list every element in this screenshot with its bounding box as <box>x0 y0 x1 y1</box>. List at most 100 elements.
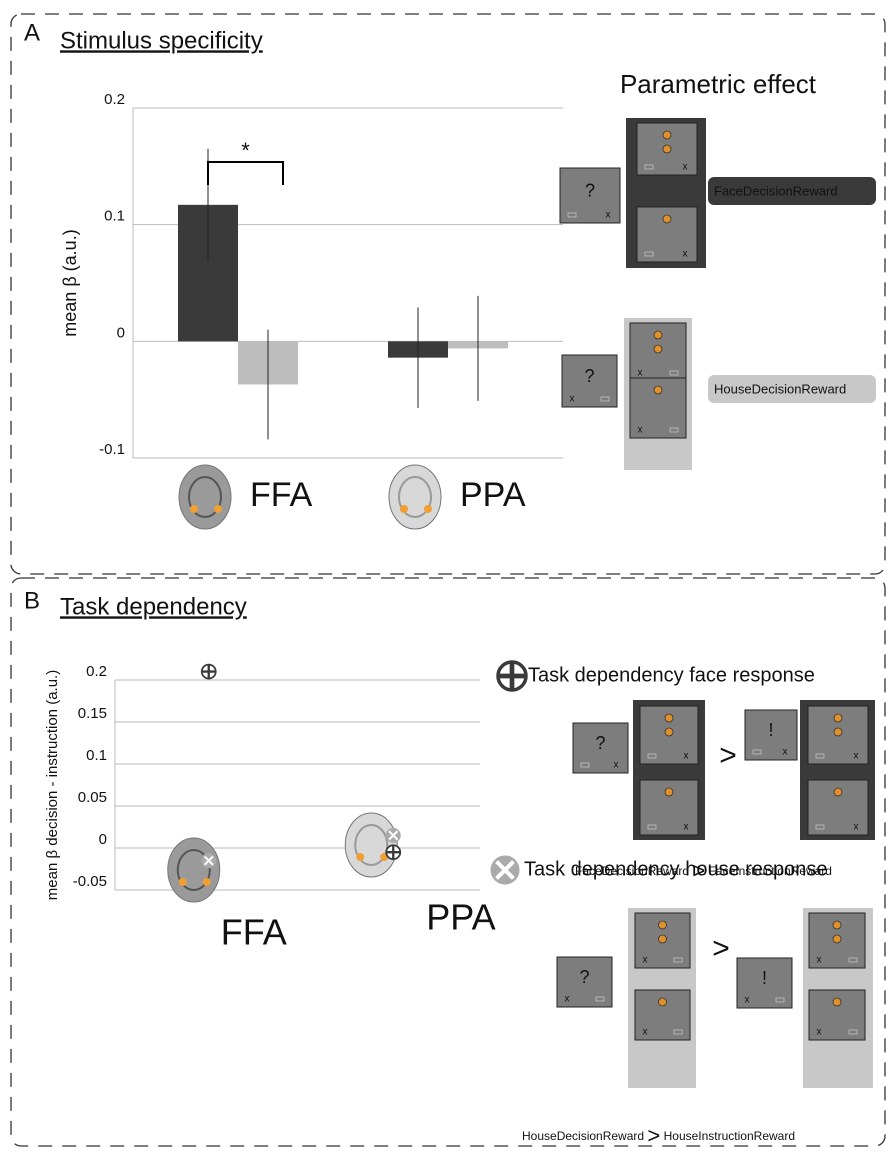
y-tick-label: 0.2 <box>86 663 107 680</box>
response-cross: x <box>745 995 750 1006</box>
panel-letter: A <box>24 19 40 46</box>
screen: !x <box>737 958 792 1008</box>
legend-label: Task dependency face response <box>528 664 815 686</box>
x-tick-label: PPA <box>426 897 495 938</box>
screen-symbol: ! <box>762 968 767 988</box>
y-tick-label: 0 <box>117 324 125 341</box>
subtitle: Parametric effect <box>620 69 817 99</box>
response-cross: x <box>565 994 570 1005</box>
panel-title: Stimulus specificity <box>60 27 263 54</box>
response-cross: x <box>638 425 643 436</box>
roi <box>179 878 187 886</box>
face-stimulus <box>834 714 842 722</box>
screen: ?x <box>560 168 620 223</box>
brain-icon <box>389 465 441 529</box>
roi <box>400 505 408 513</box>
house-marker <box>386 828 400 842</box>
y-tick-label: 0.1 <box>104 208 125 225</box>
screen: x <box>809 990 865 1040</box>
response-cross: x <box>638 368 643 379</box>
significance-bracket <box>208 162 283 185</box>
roi <box>203 878 211 886</box>
legend-label: Task dependency house response <box>524 858 828 880</box>
screen: x <box>630 323 686 381</box>
brain-icon <box>179 465 231 529</box>
screen-symbol: ? <box>585 180 595 200</box>
y-tick-label: 0.05 <box>78 789 107 806</box>
y-tick-label: 0.1 <box>86 747 107 764</box>
response-cross: x <box>570 394 575 405</box>
screen-symbol: ? <box>584 366 594 386</box>
y-tick-label: 0.2 <box>104 91 125 108</box>
response-cross: x <box>817 955 822 966</box>
contrast-op: > <box>712 932 730 965</box>
contrast-right: HouseInstructionReward <box>664 1129 795 1143</box>
face-stimulus <box>659 921 667 929</box>
house-marker <box>202 854 216 868</box>
screen-symbol: ! <box>768 720 773 740</box>
screen: x <box>809 913 865 968</box>
contrast-op: > <box>719 739 737 772</box>
x-tick-label: FFA <box>250 476 313 514</box>
response-cross: x <box>783 747 788 758</box>
response-cross: x <box>683 162 688 173</box>
contrast-left: HouseDecisionReward <box>522 1129 644 1143</box>
screen: !x <box>745 710 797 760</box>
screen: x <box>640 780 698 835</box>
screen-symbol: ? <box>595 733 605 753</box>
response-cross: x <box>817 1027 822 1038</box>
screen-symbol: ? <box>579 967 589 987</box>
panel-title: Task dependency <box>60 593 247 620</box>
response-cross: x <box>854 822 859 833</box>
y-tick-label: 0.15 <box>78 705 107 722</box>
response-cross: x <box>606 210 611 221</box>
y-tick-label: -0.1 <box>99 441 125 458</box>
brain <box>389 465 441 529</box>
response-cross: x <box>614 760 619 771</box>
face-stimulus <box>833 998 841 1006</box>
screen: x <box>637 207 697 262</box>
face-stimulus <box>834 728 842 736</box>
brain-icon <box>168 838 220 902</box>
roi <box>356 853 364 861</box>
face-stimulus <box>654 345 662 353</box>
response-cross: x <box>643 1027 648 1038</box>
face-stimulus <box>665 788 673 796</box>
significance-star: * <box>241 138 250 163</box>
face-stimulus <box>833 935 841 943</box>
response-cross: x <box>684 751 689 762</box>
face-stimulus <box>833 921 841 929</box>
contrast-op: > <box>647 1123 660 1148</box>
y-axis-label: mean β decision - instruction (a.u.) <box>44 670 61 900</box>
face-stimulus <box>654 331 662 339</box>
panel-letter: B <box>24 587 40 614</box>
screen: x <box>637 123 697 175</box>
brain <box>179 465 231 529</box>
face-stimulus <box>663 131 671 139</box>
response-cross: x <box>684 822 689 833</box>
screen: x <box>635 913 690 968</box>
screen: x <box>808 706 868 764</box>
face-marker <box>202 665 216 679</box>
face-stimulus <box>665 728 673 736</box>
house-marker <box>491 856 519 884</box>
screen: x <box>635 990 690 1040</box>
roi <box>214 505 222 513</box>
contrast-label: HouseDecisionReward > HouseInstructionRe… <box>522 1123 795 1148</box>
brain <box>168 838 220 902</box>
legend-label: HouseDecisionReward <box>714 381 846 396</box>
y-tick-label: 0 <box>99 831 107 848</box>
face-stimulus <box>654 386 662 394</box>
face-stimulus <box>659 998 667 1006</box>
x-tick-label: FFA <box>221 912 287 953</box>
figure: A Stimulus specificity Parametric effect… <box>0 0 894 1153</box>
response-cross: x <box>854 751 859 762</box>
face-stimulus <box>659 935 667 943</box>
roi <box>424 505 432 513</box>
y-axis-label: mean β (a.u.) <box>60 229 80 336</box>
roi <box>190 505 198 513</box>
response-cross: x <box>683 249 688 260</box>
y-tick-label: -0.05 <box>73 873 107 890</box>
legend-label: FaceDecisionReward <box>714 183 838 198</box>
screen: x <box>640 706 698 764</box>
